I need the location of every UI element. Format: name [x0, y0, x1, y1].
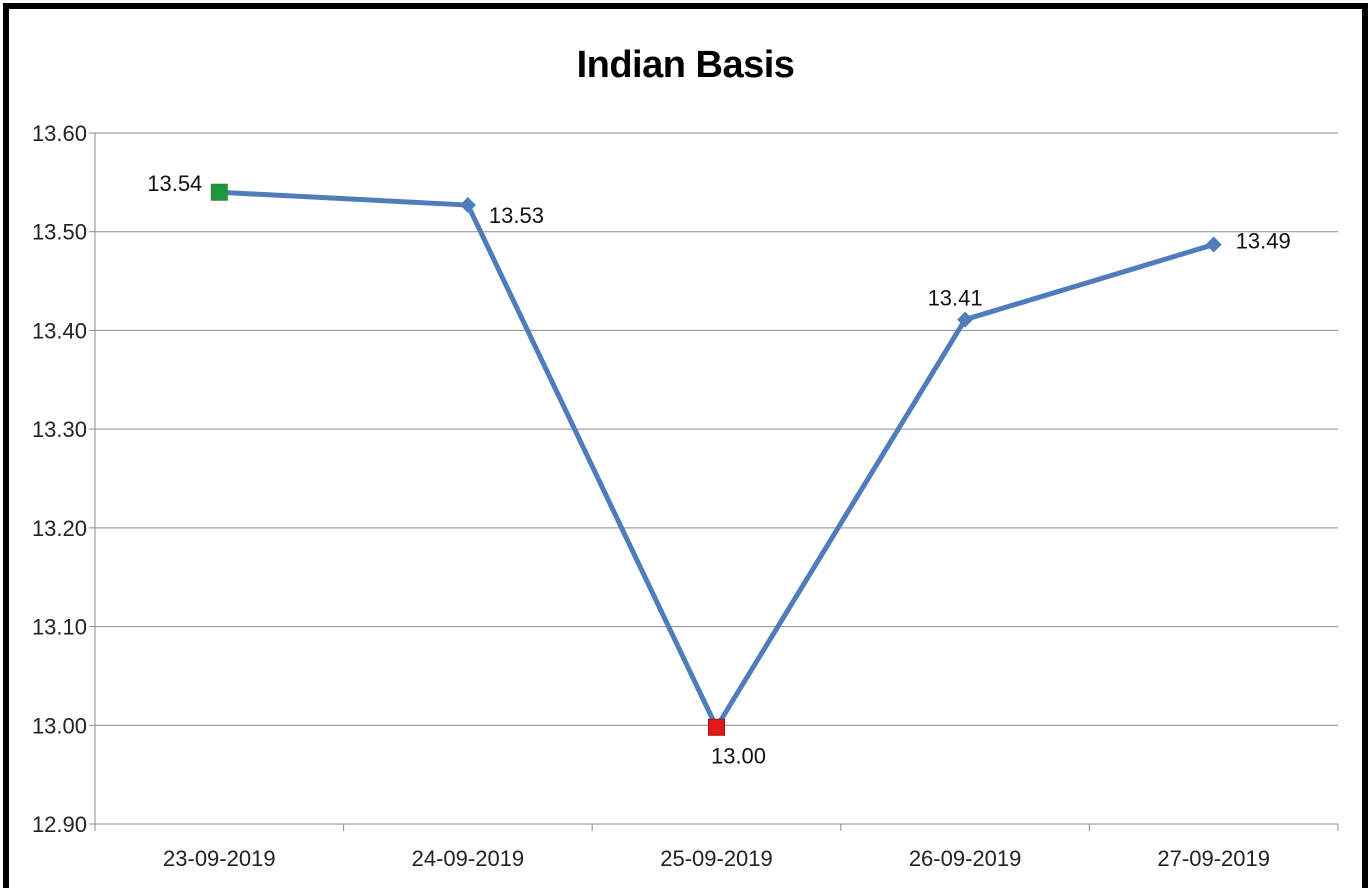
data-point-marker: [459, 197, 476, 214]
y-tick-label: 13.00: [32, 713, 87, 738]
y-tick-label: 13.60: [32, 121, 87, 146]
min-point-marker: [708, 718, 725, 736]
chart-title: Indian Basis: [576, 44, 795, 86]
x-tick-label: 24-09-2019: [412, 846, 525, 871]
y-tick-label: 13.20: [32, 516, 87, 541]
y-tick-label: 12.90: [32, 812, 87, 837]
series-line: [216, 189, 1217, 730]
max-point-marker: [210, 183, 228, 201]
data-label: 13.54: [147, 171, 202, 196]
y-tick-label: 13.10: [32, 615, 87, 640]
data-label: 13.41: [928, 286, 983, 311]
x-tick-label: 26-09-2019: [909, 846, 1022, 871]
y-tick-label: 13.50: [32, 220, 87, 245]
data-point-marker: [957, 311, 974, 328]
chart-frame: [3, 3, 1368, 888]
data-label: 13.49: [1236, 229, 1291, 254]
x-tick-label: 23-09-2019: [163, 846, 276, 871]
y-tick-label: 13.30: [32, 417, 87, 442]
y-tick-label: 13.40: [32, 318, 87, 343]
x-tick-label: 25-09-2019: [660, 846, 773, 871]
data-point-marker: [1205, 236, 1222, 253]
x-tick-label: 27-09-2019: [1157, 846, 1270, 871]
data-label: 13.00: [711, 743, 766, 768]
data-label: 13.53: [489, 203, 544, 228]
